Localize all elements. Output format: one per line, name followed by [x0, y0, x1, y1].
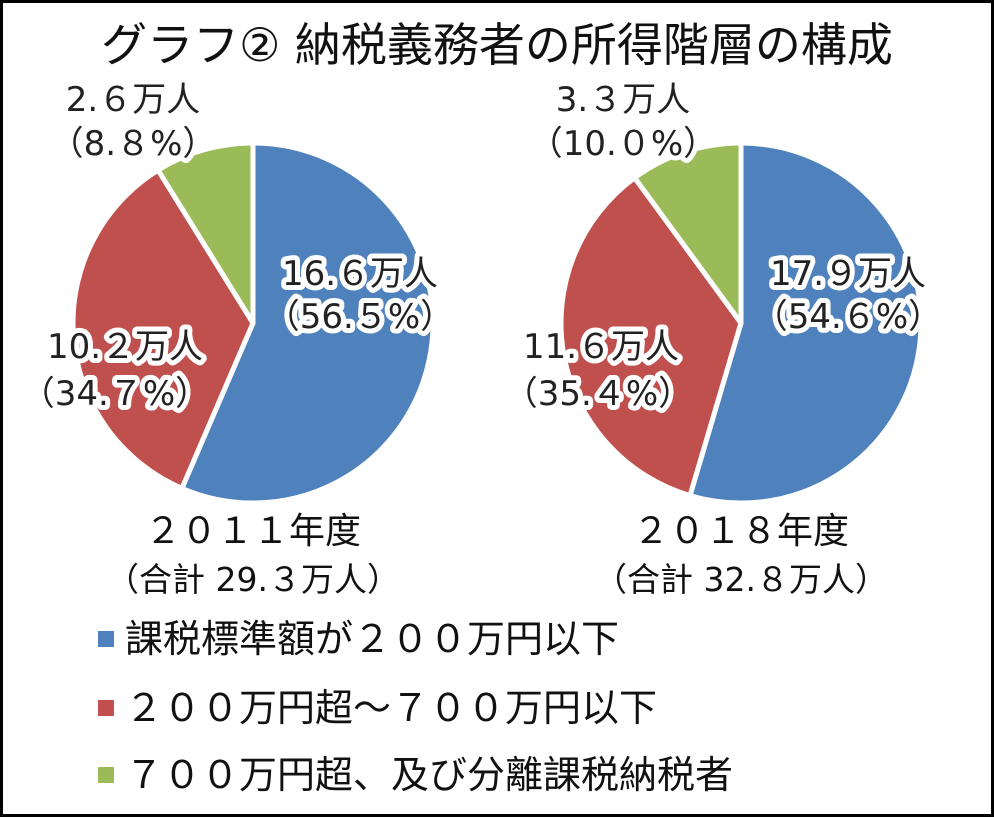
pie-2018-slices: [558, 140, 924, 506]
slice-2-percent-label: （34.７%）: [21, 374, 209, 414]
pie-2011-slices: [70, 140, 436, 506]
total-label-2011: （合計 29.３万人）: [106, 560, 400, 599]
chart-svg: グラフ② 納税義務者の所得階層の構成 16.６万人 （56.５%） 10.２万人…: [16, 18, 947, 797]
legend: 課税標準額が２００万円以下 ２００万円超～７００万円以下 ７００万円超、及び分離…: [98, 617, 733, 797]
pie-2011: 16.６万人 （56.５%） 10.２万人 （34.７%） 2.６万人 （8.８…: [16, 80, 459, 599]
pie-2011-slice-200-to-700: [70, 167, 256, 491]
pie-2018-slice-over-700: [632, 140, 744, 326]
slice-3-value-label: 3.３万人: [556, 80, 690, 120]
pie-2011-slice-200-or-less: [179, 140, 436, 506]
legend-entry-3: ７００万円超、及び分離課税納税者: [125, 753, 733, 797]
slice-2-value-label: 10.２万人: [47, 327, 203, 367]
year-label-2011: ２０１１年度: [145, 511, 361, 552]
pie-2018: 17.９万人 （54.６%） 11.６万人 （35.４%） 3.３万人 （10.…: [499, 80, 947, 599]
pie-2011-labels: 16.６万人 （56.５%） 10.２万人 （34.７%） 2.６万人 （8.８…: [16, 80, 459, 419]
total-label-2018: （合計 32.８万人）: [594, 560, 888, 599]
slice-1-value-label: 17.９万人: [770, 254, 926, 294]
pie-2018-slice-200-or-less: [687, 140, 924, 506]
legend-entry-1: 課税標準額が２００万円以下: [125, 617, 619, 661]
legend-swatch-green: [98, 767, 114, 783]
slice-3-percent-label: （10.０%）: [529, 124, 717, 164]
pie-2018-labels: 17.９万人 （54.６%） 11.６万人 （35.４%） 3.３万人 （10.…: [499, 80, 947, 419]
legend-entry-2: ２００万円超～７００万円以下: [125, 686, 657, 730]
legend-swatch-red: [98, 700, 114, 716]
slice-3-value-label: 2.６万人: [66, 80, 200, 120]
legend-swatch-blue: [98, 631, 114, 647]
chart-title: グラフ② 納税義務者の所得階層の構成: [101, 18, 893, 72]
slice-1-value-label: 16.６万人: [282, 254, 438, 294]
slice-2-percent-label: （35.４%）: [504, 374, 692, 414]
year-label-2018: ２０１８年度: [633, 511, 849, 552]
slice-3-percent-label: （8.８%）: [50, 124, 217, 164]
slice-1-percent-label: （54.６%）: [754, 297, 942, 337]
pie-2011-slice-over-700: [155, 140, 256, 326]
slice-2-value-label: 11.６万人: [523, 327, 679, 367]
pie-2018-slice-200-to-700: [558, 175, 744, 499]
slice-1-percent-label: （56.５%）: [266, 297, 454, 337]
